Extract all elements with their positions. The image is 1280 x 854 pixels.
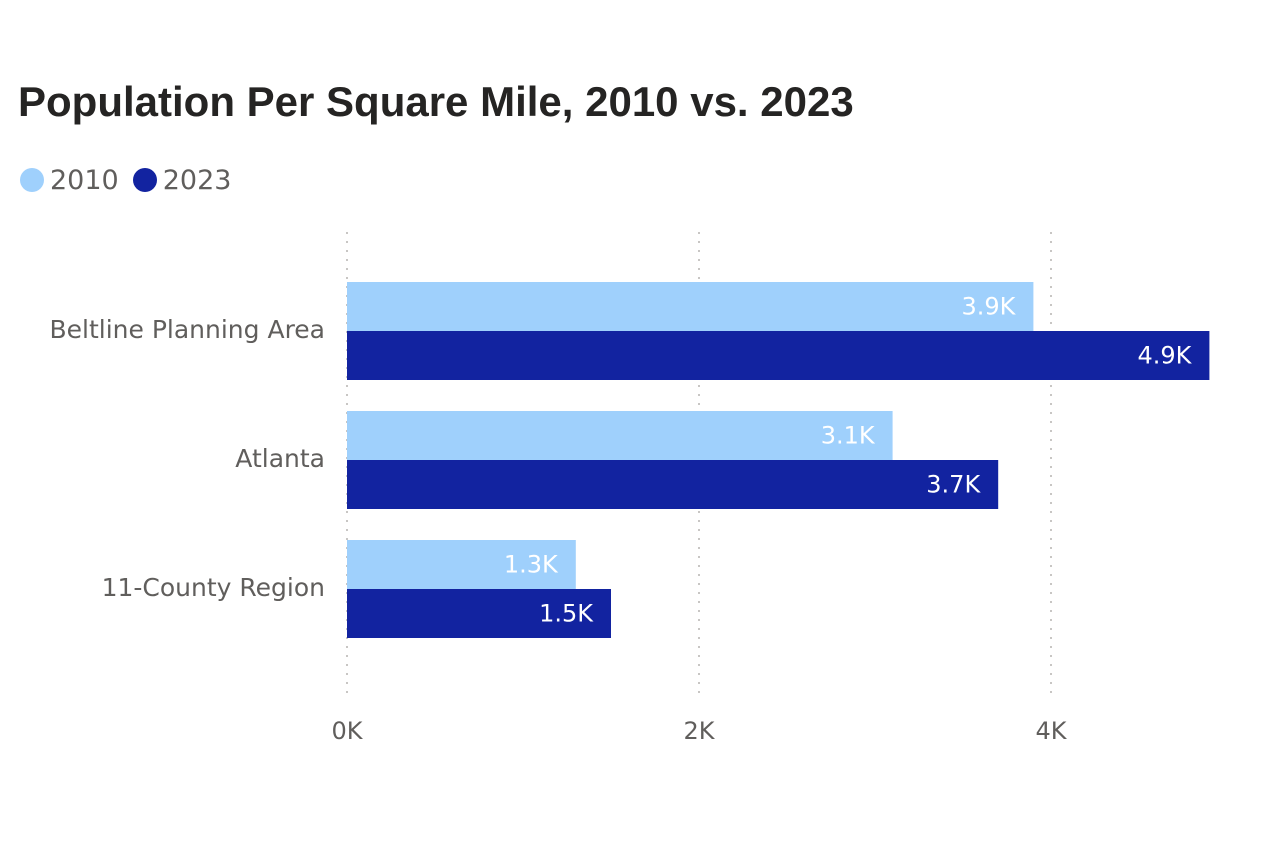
data-label-2023: 3.7K: [926, 471, 981, 499]
bar-2023[interactable]: [347, 589, 611, 638]
category-label: Beltline Planning Area: [49, 315, 325, 344]
legend-swatch-2023: [132, 168, 157, 192]
x-tick-label: 2K: [683, 717, 715, 745]
legend-label-2023: 2023: [162, 164, 232, 196]
x-tick-label: 4K: [1035, 717, 1067, 745]
category-labels: Beltline Planning Area Atlanta 11-County R…: [49, 315, 325, 602]
chart-title: Population Per Square Mile, 2010 vs. 202…: [18, 78, 854, 125]
x-tick-label: 0K: [331, 717, 363, 745]
data-label-2010: 3.9K: [961, 293, 1016, 321]
category-label: 11-County Region: [102, 573, 325, 602]
category-label: Atlanta: [235, 444, 325, 473]
bar-2010[interactable]: [347, 411, 893, 460]
legend: 2010 2023: [20, 160, 245, 200]
legend-swatch-2010: [20, 168, 44, 192]
legend-label-2010: 2010: [50, 164, 119, 196]
data-label-2023: 1.5K: [539, 600, 594, 628]
bars: 3.9K 4.9K 3.1K 3.7K 1.3K 1.5K: [347, 282, 1210, 638]
data-label-2023: 4.9K: [1137, 342, 1192, 370]
legend-item-2010[interactable]: 2010: [20, 165, 119, 196]
x-axis-ticks: 0K 2K 4K: [331, 717, 1067, 745]
legend-item-2023[interactable]: 2023: [132, 164, 232, 196]
bar-2023[interactable]: [347, 460, 999, 509]
bar-2010[interactable]: [347, 540, 576, 589]
bar-2010[interactable]: [347, 282, 1034, 331]
data-label-2010: 3.1K: [821, 422, 876, 450]
data-label-2010: 1.3K: [504, 551, 559, 579]
bar-2023[interactable]: [347, 331, 1210, 380]
